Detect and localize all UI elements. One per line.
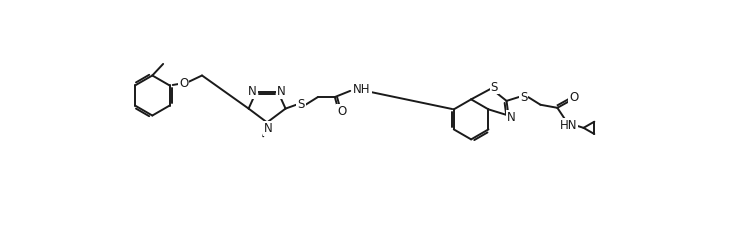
Text: O: O xyxy=(179,77,188,90)
Text: N: N xyxy=(264,122,273,135)
Text: S: S xyxy=(491,81,498,93)
Text: NH: NH xyxy=(354,83,371,96)
Text: N: N xyxy=(248,85,257,98)
Text: S: S xyxy=(520,91,527,103)
Text: N: N xyxy=(507,111,516,124)
Text: S: S xyxy=(297,98,305,111)
Text: O: O xyxy=(337,105,346,118)
Text: HN: HN xyxy=(559,119,577,132)
Text: N: N xyxy=(277,85,286,98)
Text: O: O xyxy=(569,91,578,103)
